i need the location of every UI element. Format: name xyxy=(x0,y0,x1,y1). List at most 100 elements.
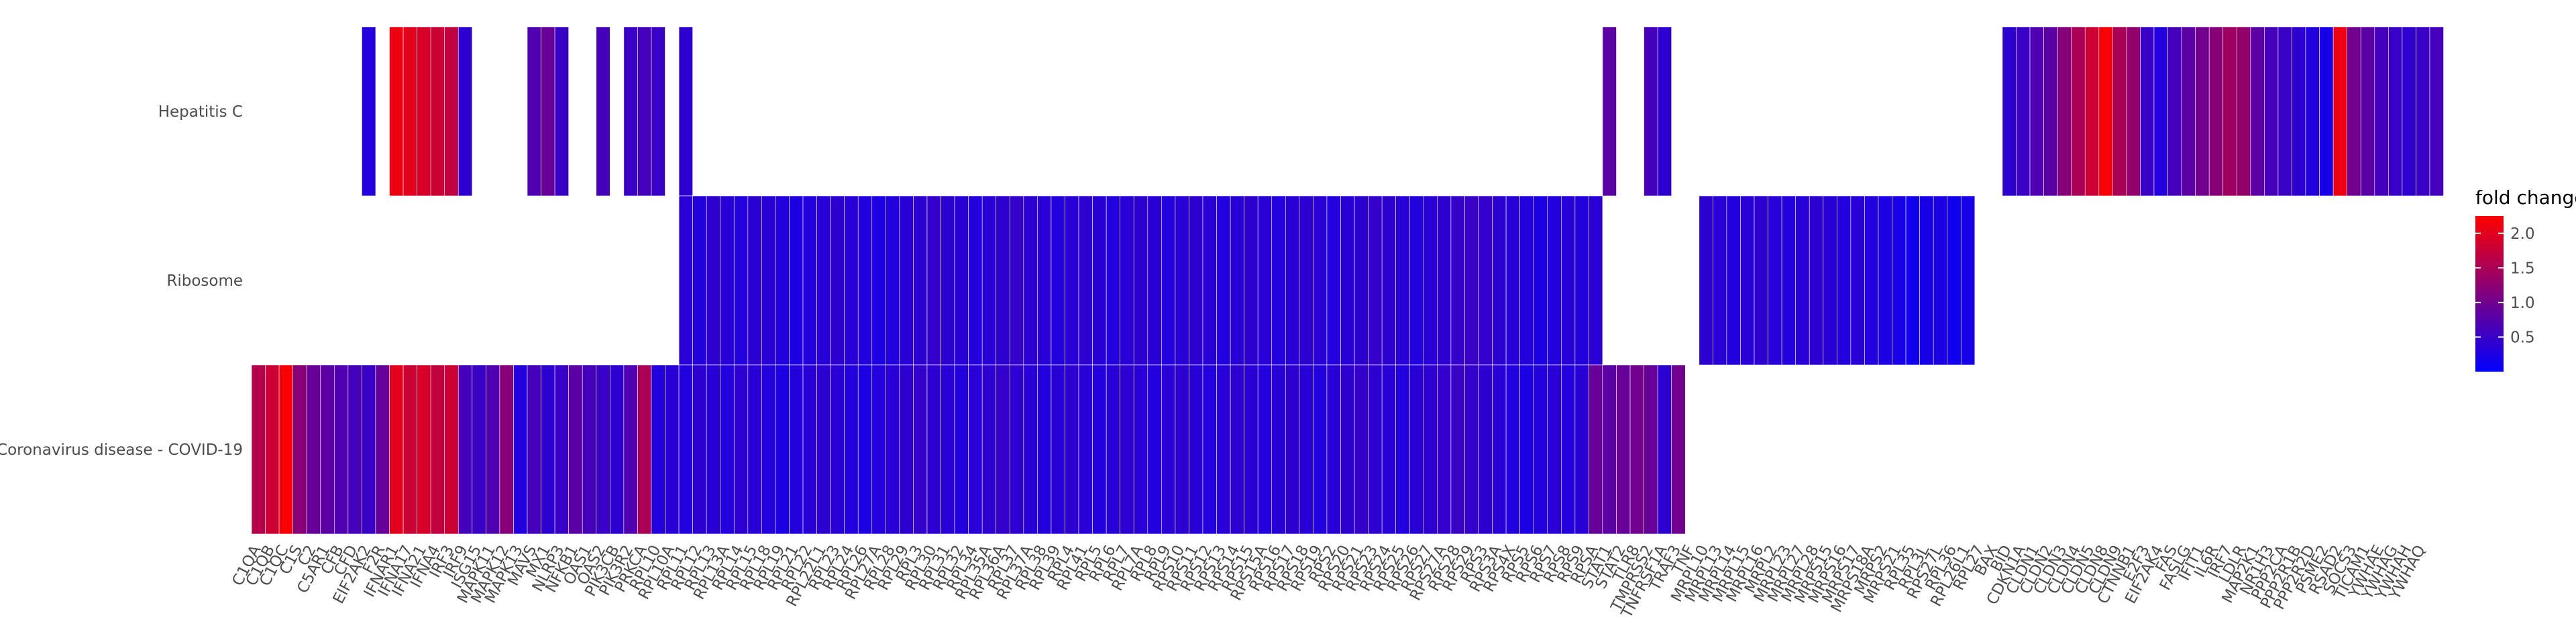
heatmap-cell xyxy=(1037,195,1052,366)
heatmap-cell xyxy=(2112,26,2127,197)
heatmap-cell xyxy=(899,364,914,535)
heatmap-cell xyxy=(720,195,735,366)
heatmap-cell xyxy=(389,26,404,197)
heatmap-cell xyxy=(789,195,804,366)
heatmap-cell xyxy=(747,195,762,366)
heatmap-cell xyxy=(871,364,886,535)
heatmap-cell xyxy=(1326,364,1341,535)
heatmap-cell xyxy=(2167,26,2182,197)
heatmap-cell xyxy=(527,26,541,197)
heatmap-cell xyxy=(885,364,900,535)
heatmap-cell xyxy=(499,364,514,535)
heatmap-cell xyxy=(2236,26,2251,197)
heatmap-cell xyxy=(251,364,266,535)
heatmap-cell xyxy=(981,195,997,366)
heatmap-cell xyxy=(789,364,804,535)
heatmap-cell xyxy=(1519,364,1534,535)
legend-ticks: 2.0 1.5 1.0 0.5 xyxy=(2475,225,2535,346)
heatmap-cell xyxy=(1009,195,1024,366)
heatmap-cell xyxy=(1368,195,1383,366)
heatmap-cell xyxy=(1354,364,1368,535)
heatmap-cell xyxy=(2016,26,2031,197)
heatmap-cell xyxy=(1492,195,1507,366)
heatmap-cell xyxy=(486,364,500,535)
heatmap-cell xyxy=(651,26,665,197)
heatmap-cell xyxy=(1644,26,1658,197)
heatmap-cell xyxy=(430,26,445,197)
heatmap-cell xyxy=(306,364,321,535)
heatmap-cell xyxy=(1464,195,1479,366)
row-label: Hepatitis C xyxy=(158,103,243,121)
heatmap-cell xyxy=(430,364,445,535)
legend-tick-label: 2.0 xyxy=(2510,225,2535,243)
heatmap-cell xyxy=(1574,195,1589,366)
heatmap-cell xyxy=(513,364,528,535)
heatmap-cell xyxy=(1175,195,1189,366)
heatmap-cell xyxy=(2402,26,2416,197)
heatmap-cell xyxy=(2002,26,2017,197)
heatmap-cell xyxy=(1947,195,1962,366)
heatmap-cell xyxy=(527,364,541,535)
heatmap-cell xyxy=(1230,364,1244,535)
heatmap-cell xyxy=(1423,364,1438,535)
heatmap-cell xyxy=(733,195,749,366)
heatmap-cell xyxy=(1065,195,1079,366)
heatmap-cell xyxy=(1381,195,1396,366)
heatmap-cell xyxy=(996,195,1010,366)
heatmap-cell xyxy=(678,195,693,366)
heatmap-cell xyxy=(1437,195,1452,366)
heatmap-cell xyxy=(2057,26,2072,197)
heatmap-cell xyxy=(1313,364,1328,535)
heatmap-cell xyxy=(1409,364,1424,535)
heatmap-cell xyxy=(733,364,749,535)
heatmap-cell xyxy=(1519,195,1534,366)
heatmap-cell xyxy=(816,364,831,535)
heatmap-cell xyxy=(1671,364,1686,535)
heatmap-cell xyxy=(651,364,665,535)
heatmap-cell xyxy=(554,26,569,197)
heatmap-cell xyxy=(1960,195,1976,366)
heatmap-cell xyxy=(1878,195,1892,366)
heatmap-cell xyxy=(444,26,459,197)
heatmap-cell xyxy=(1147,364,1162,535)
heatmap-cell xyxy=(1933,195,1948,366)
heatmap-cell xyxy=(2126,26,2141,197)
heatmap-cell xyxy=(1450,195,1465,366)
heatmap-cell xyxy=(1051,364,1065,535)
heatmap-cell xyxy=(1492,364,1507,535)
heatmap-cell xyxy=(1189,195,1203,366)
heatmap-cell xyxy=(844,195,859,366)
heatmap-cell xyxy=(1285,364,1300,535)
heatmap-cell xyxy=(885,195,900,366)
heatmap-cell xyxy=(2029,26,2044,197)
heatmap-cell xyxy=(1299,195,1313,366)
heatmap-cell xyxy=(1505,364,1520,535)
heatmap-cell xyxy=(1464,364,1479,535)
heatmap-cell xyxy=(1837,195,1851,366)
heatmap-cell xyxy=(692,195,707,366)
heatmap-cell xyxy=(2250,26,2265,197)
heatmap-cell xyxy=(1395,195,1410,366)
heatmap-cell xyxy=(1147,195,1162,366)
legend-colorbar xyxy=(2475,216,2504,372)
heatmap-cell xyxy=(2071,26,2086,197)
heatmap-cell xyxy=(665,364,680,535)
heatmap-cell xyxy=(1478,195,1493,366)
heatmap-cell xyxy=(1244,364,1258,535)
heatmap-cell xyxy=(1133,195,1148,366)
legend-tick-label: 1.0 xyxy=(2510,294,2535,312)
heatmap-cell xyxy=(926,195,941,366)
heatmap-cell xyxy=(444,364,459,535)
heatmap-cell xyxy=(830,195,845,366)
heatmap-cell xyxy=(1368,364,1383,535)
heatmap-cell xyxy=(1161,195,1176,366)
heatmap-cell xyxy=(1589,195,1603,366)
heatmap-cell xyxy=(857,195,873,366)
heatmap-cell xyxy=(1713,195,1727,366)
heatmap-cell xyxy=(1602,364,1617,535)
heatmap-cell xyxy=(610,364,625,535)
heatmap-cell xyxy=(692,364,707,535)
heatmap-cell xyxy=(1629,364,1644,535)
heatmap-cell xyxy=(1257,364,1273,535)
heatmap-cell xyxy=(623,26,638,197)
